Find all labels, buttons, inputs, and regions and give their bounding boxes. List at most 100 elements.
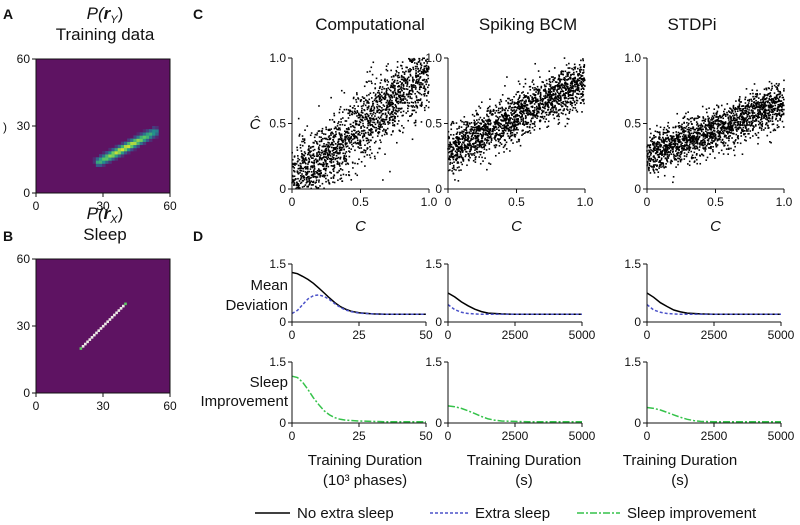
scatter-point <box>772 99 775 101</box>
scatter-point <box>776 108 779 110</box>
scatter-point <box>550 110 552 113</box>
scatter-point <box>312 170 315 173</box>
scatter-point <box>462 141 464 144</box>
scatter-point <box>745 120 748 123</box>
scatter-point <box>580 59 582 62</box>
scatter-point <box>352 96 355 99</box>
scatter-point <box>495 134 497 137</box>
scatter-point <box>408 70 411 73</box>
scatter-point <box>370 80 372 83</box>
scatter-point <box>583 88 585 91</box>
scatter-point <box>751 100 753 102</box>
heatmap-a-cell <box>114 157 119 161</box>
heatmap-a-cell <box>102 157 106 161</box>
scatter-point <box>501 106 503 109</box>
scatter-point <box>505 118 508 121</box>
scatter-point <box>696 142 699 145</box>
scatter-point <box>295 184 298 186</box>
scatter-point <box>506 76 508 78</box>
scatter-point <box>400 88 403 91</box>
scatter-point <box>525 104 528 106</box>
scatter-point <box>553 106 556 109</box>
scatter-point <box>301 175 303 178</box>
scatter-point <box>416 65 418 68</box>
scatter-point <box>768 102 771 104</box>
scatter-point <box>556 91 559 94</box>
scatter-point <box>418 86 421 89</box>
scatter-point <box>308 145 310 148</box>
scatter-point <box>417 81 420 83</box>
scatter-point <box>354 129 356 132</box>
scatter-point <box>571 94 574 97</box>
scatter-point <box>395 98 397 101</box>
scatter-point <box>712 129 715 132</box>
scatter-point <box>423 65 426 68</box>
scatter-point <box>355 122 357 125</box>
scatter-point <box>337 140 340 142</box>
scatter-point <box>479 122 481 125</box>
scatter-point <box>527 96 530 98</box>
scatter-point <box>330 132 332 135</box>
scatter-point <box>418 58 421 60</box>
scatter-point <box>565 83 568 85</box>
scatter-point <box>356 111 359 114</box>
scatter-point <box>392 102 395 105</box>
scatter-point <box>409 115 411 117</box>
scatter-point <box>474 149 476 152</box>
scatter-point <box>380 110 383 113</box>
scatter-point <box>499 107 502 110</box>
scatter-point <box>392 113 394 116</box>
scatter-point <box>375 96 378 99</box>
scatter-point <box>463 121 465 124</box>
scatter-point <box>765 123 767 126</box>
scatter-point <box>489 163 492 165</box>
scatter-point <box>296 146 298 149</box>
scatter-point <box>324 153 327 156</box>
scatter-point <box>449 142 452 145</box>
scatter-point <box>333 165 335 167</box>
scatter-point <box>329 138 331 140</box>
scatter-point <box>674 157 676 160</box>
scatter-point <box>510 139 513 141</box>
scatter-point <box>550 91 553 93</box>
scatter-point <box>415 104 417 107</box>
scatter-point <box>511 122 514 125</box>
scatter-point <box>330 172 333 174</box>
scatter-point <box>760 118 762 121</box>
heatmap-a-cell <box>133 138 137 142</box>
scatter-point <box>412 78 414 80</box>
scatter-point <box>297 177 299 180</box>
scatter-point <box>366 113 369 116</box>
scatter-point <box>369 117 372 119</box>
scatter-point <box>372 118 374 121</box>
scatter-point <box>743 124 746 126</box>
scatter-point <box>523 104 525 107</box>
scatter-point <box>383 133 386 136</box>
scatter-point <box>339 178 342 180</box>
scatter-point <box>367 139 370 141</box>
scatter-point <box>656 141 659 143</box>
scatter-point <box>509 118 512 120</box>
scatter-point <box>406 66 408 69</box>
scatter-point <box>559 81 561 83</box>
scatter-point <box>574 104 577 106</box>
heatmap-a-xtick-label: 30 <box>96 199 110 213</box>
scatter-point <box>489 109 492 112</box>
scatter-point <box>385 116 388 119</box>
scatter-point <box>308 175 310 178</box>
scatter-point <box>457 150 459 152</box>
scatter-point <box>359 114 362 117</box>
scatter-point <box>293 175 296 178</box>
scatter-point <box>500 132 503 135</box>
scatter-point <box>448 144 450 146</box>
scatter-point <box>412 84 414 87</box>
scatter-point <box>482 160 484 162</box>
scatter-point <box>313 142 315 144</box>
scatter-point <box>317 173 320 176</box>
scatter-point <box>715 113 718 116</box>
scatter-point <box>542 110 544 113</box>
scatter-point <box>343 156 345 159</box>
scatter-ytick-label: 1.0 <box>269 51 286 65</box>
scatter-point <box>489 129 492 131</box>
scatter-point <box>306 181 309 183</box>
